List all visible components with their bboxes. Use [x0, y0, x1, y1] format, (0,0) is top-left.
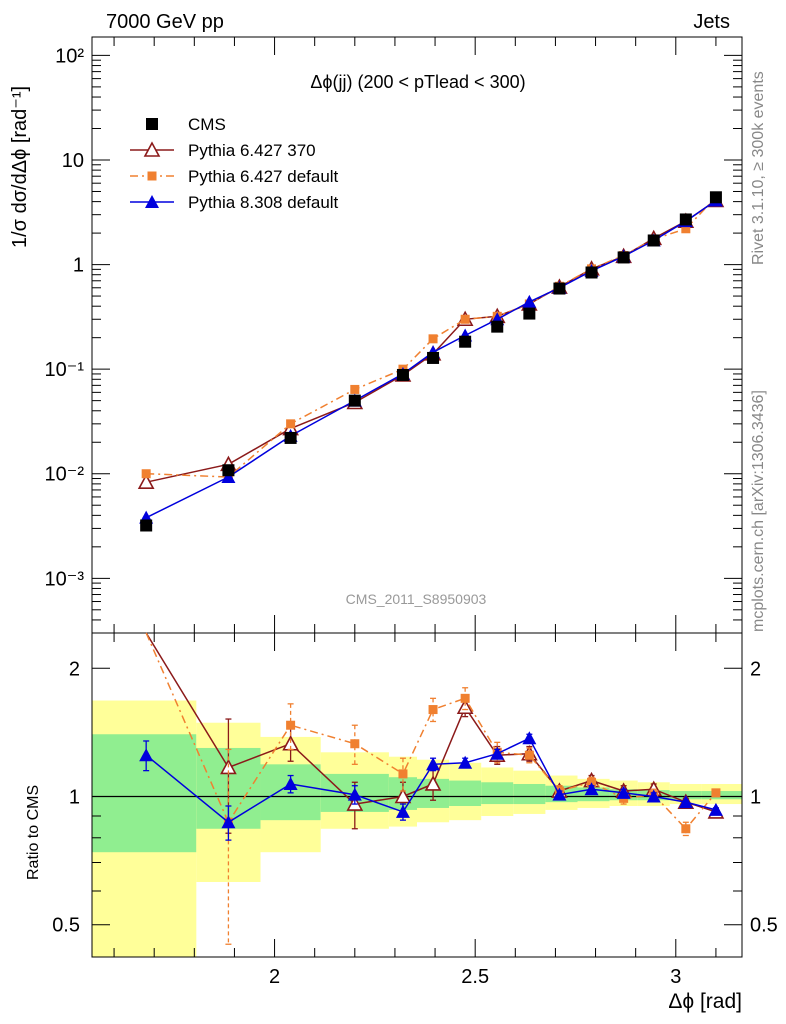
- data-point: [348, 394, 361, 407]
- ratio-point: [347, 787, 362, 801]
- legend-marker: [147, 171, 157, 181]
- data-point: [141, 469, 151, 479]
- side-label-mcplots: mcplots.cern.ch [arXiv:1306.3436]: [750, 390, 767, 632]
- ratio-point: [678, 795, 693, 809]
- ratio-point: [522, 731, 537, 745]
- legend-label: Pythia 6.427 370: [188, 141, 316, 160]
- ratio-point: [350, 739, 360, 749]
- ratio-point: [708, 802, 723, 816]
- legend-marker: [145, 195, 159, 208]
- ratio-point: [646, 789, 661, 803]
- header-left: 7000 GeV pp: [106, 11, 224, 33]
- legend-marker: [146, 118, 158, 130]
- ratio-series: [139, 632, 725, 945]
- ratio-point: [681, 824, 691, 834]
- y-tick-label: 10: [62, 150, 84, 172]
- data-point: [350, 384, 360, 394]
- ratio-y-tick-label: 1: [69, 787, 80, 809]
- band-inner: [701, 791, 742, 800]
- ratio-point: [395, 804, 410, 818]
- legend-marker: [143, 141, 161, 157]
- data-point: [460, 314, 470, 324]
- ratio-point: [711, 788, 721, 798]
- data-point: [585, 266, 598, 279]
- y-tick-label: 10²: [55, 45, 84, 67]
- x-tick-label: 2: [269, 966, 280, 988]
- x-tick-label: 2.5: [461, 966, 489, 988]
- data-point: [428, 334, 438, 344]
- data-point: [523, 307, 536, 320]
- band-inner: [513, 783, 546, 805]
- y-tick-label: 10⁻³: [45, 568, 85, 590]
- data-point: [221, 470, 236, 484]
- data-point: [709, 191, 722, 204]
- data-point: [522, 294, 537, 308]
- x-tick-label: 3: [670, 966, 681, 988]
- data-point: [137, 473, 155, 489]
- ratio-y-tick-label: 0.5: [52, 915, 80, 937]
- watermark: CMS_2011_S8950903: [346, 591, 487, 607]
- ratio-y-tick-label: 1: [750, 787, 761, 809]
- ratio-point: [616, 785, 631, 799]
- data-point: [679, 213, 692, 226]
- header-right: Jets: [693, 11, 730, 33]
- legend-label: Pythia 8.308 default: [188, 193, 339, 212]
- y-axis-label: 1/σ dσ/dΔϕ [rad⁻¹]: [9, 86, 31, 248]
- ratio-point: [286, 720, 296, 730]
- ratio-y-tick-label: 0.5: [750, 915, 778, 937]
- ratio-point: [458, 755, 473, 769]
- ratio-y-tick-label: 2: [750, 658, 761, 680]
- data-point: [427, 351, 440, 364]
- data-point: [459, 335, 472, 348]
- ratio-y-axis-label: Ratio to CMS: [25, 785, 42, 880]
- legend: CMS Pythia 6.427 370 Pythia 6.427 default P…: [130, 115, 339, 212]
- y-tick-label: 10⁻²: [45, 464, 85, 486]
- ratio-y-tick-label: 2: [69, 658, 80, 680]
- ratio-point: [456, 698, 474, 715]
- ratio-point: [428, 705, 438, 715]
- data-point: [647, 234, 660, 247]
- data-point: [617, 251, 630, 264]
- chart-title: Δϕ(jj) (200 < pTlead < 300): [310, 72, 525, 92]
- main-axes: 10⁻³ 10⁻² 10⁻¹ 1 10 10²: [45, 36, 743, 634]
- y-tick-label: 10⁻¹: [45, 359, 85, 381]
- data-point: [286, 419, 296, 429]
- ratio-point: [426, 757, 441, 771]
- ratio-point: [460, 693, 470, 703]
- ratio-point: [139, 748, 154, 762]
- data-point: [222, 464, 235, 477]
- side-label-rivet: Rivet 3.1.10, ≥ 300k events: [750, 71, 767, 265]
- ratio-point: [584, 782, 599, 796]
- legend-label: Pythia 6.427 default: [188, 167, 339, 186]
- main-frame: [91, 36, 743, 634]
- main-series: [137, 191, 725, 532]
- ratio-point: [398, 769, 408, 779]
- ratio-point: [424, 775, 442, 791]
- data-point: [491, 320, 504, 333]
- data-point: [140, 519, 153, 532]
- data-point: [553, 282, 566, 295]
- ratio-point: [524, 750, 534, 760]
- band-inner: [481, 782, 514, 805]
- ratio-point: [552, 787, 567, 801]
- ratio-uncertainty-bands: [92, 700, 742, 957]
- ratio-point: [394, 787, 412, 804]
- data-point: [396, 368, 409, 381]
- data-point: [284, 431, 297, 444]
- band-inner: [449, 780, 482, 806]
- data-point: [681, 224, 691, 234]
- y-tick-label: 1: [73, 255, 84, 277]
- ratio-point: [283, 776, 298, 790]
- ratio-point: [490, 746, 505, 760]
- x-axis-label: Δϕ [rad]: [668, 990, 742, 1013]
- legend-label: CMS: [188, 115, 226, 134]
- ratio-point: [221, 815, 236, 829]
